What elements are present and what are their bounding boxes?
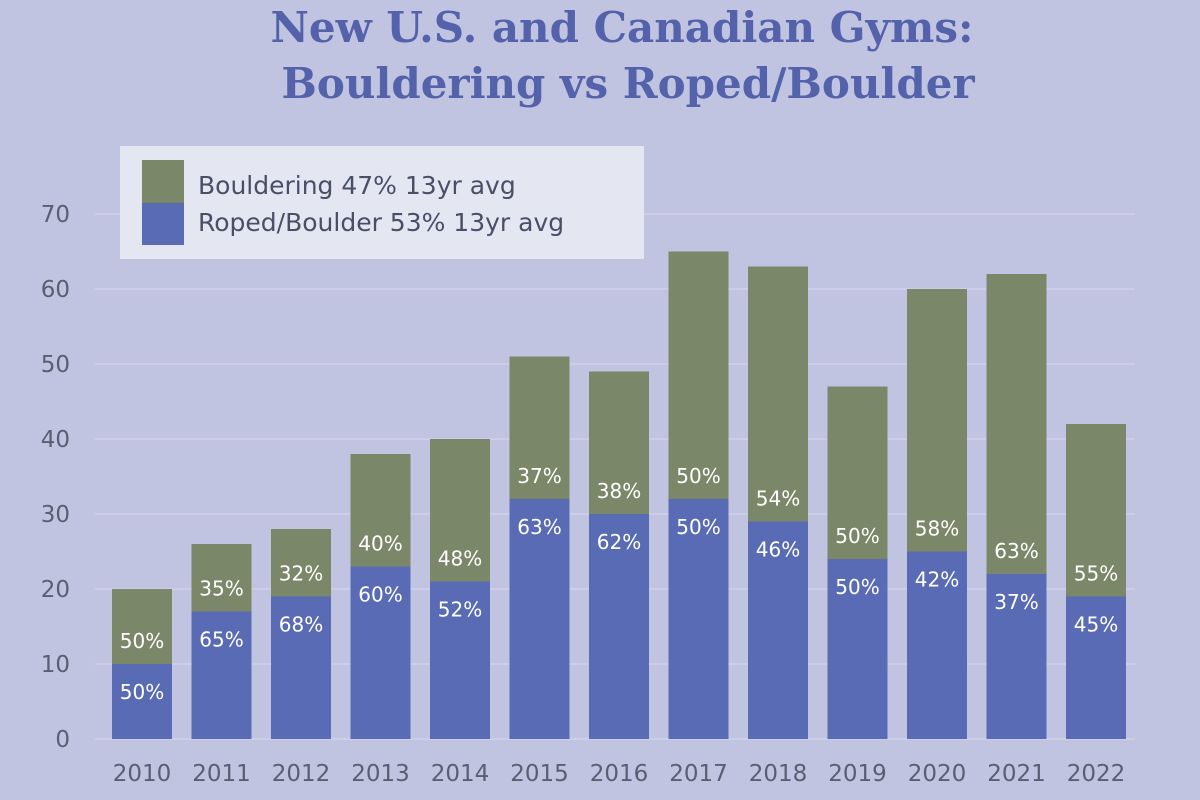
legend-swatch-bouldering (142, 160, 184, 203)
data-label-bouldering: 35% (199, 577, 243, 601)
chart-subtitle: Bouldering vs Roped/Boulder (281, 59, 975, 108)
data-label-roped-boulder: 60% (358, 583, 402, 607)
bar-roped-boulder (1066, 596, 1126, 739)
y-tick-label: 10 (41, 652, 70, 678)
bar-bouldering (509, 356, 570, 499)
y-tick-label: 30 (41, 502, 70, 528)
data-label-bouldering: 40% (358, 532, 402, 556)
x-tick-label: 2013 (351, 761, 410, 787)
legend: Bouldering 47% 13yr avg Roped/Boulder 53… (120, 146, 644, 259)
bar-roped-boulder (827, 559, 888, 739)
data-label-bouldering: 37% (517, 464, 561, 488)
x-tick-label: 2017 (669, 761, 728, 787)
bar-roped-boulder (986, 574, 1047, 739)
bar-bouldering (191, 544, 252, 612)
data-label-bouldering: 38% (597, 479, 641, 503)
bar-roped-boulder (748, 521, 808, 739)
data-label-roped-boulder: 46% (756, 538, 800, 562)
data-label-roped-boulder: 52% (438, 598, 482, 622)
data-label-roped-boulder: 65% (199, 628, 243, 652)
bar-bouldering (986, 274, 1047, 574)
bar-roped-boulder (907, 551, 967, 739)
y-axis: 0 10 20 30 40 50 60 70 (41, 202, 70, 753)
x-tick-label: 2011 (192, 761, 251, 787)
bar-roped-boulder (350, 566, 411, 739)
x-axis: 2010 2011 2012 2013 2014 2015 2016 2017 2018 2019… (113, 761, 1126, 787)
data-label-bouldering: 32% (279, 562, 323, 586)
x-tick-label: 2016 (590, 761, 649, 787)
legend-label-bouldering: Bouldering 47% 13yr avg (198, 171, 516, 200)
y-tick-label: 0 (55, 727, 70, 753)
x-tick-label: 2012 (272, 761, 331, 787)
bar-roped-boulder (112, 664, 172, 739)
data-label-roped-boulder: 42% (915, 568, 959, 592)
bar-bouldering (430, 439, 490, 582)
data-label-roped-boulder: 63% (517, 515, 561, 539)
data-label-roped-boulder: 62% (597, 530, 641, 554)
y-tick-label: 60 (41, 277, 70, 303)
data-label-bouldering: 58% (915, 517, 959, 541)
x-tick-label: 2010 (113, 761, 172, 787)
data-label-bouldering: 48% (438, 547, 482, 571)
y-tick-label: 50 (41, 352, 70, 378)
bar-bouldering (112, 589, 172, 664)
legend-label-roped-boulder: Roped/Boulder 53% 13yr avg (198, 208, 564, 237)
bar-bouldering (668, 251, 729, 499)
data-label-roped-boulder: 68% (279, 613, 323, 637)
bar-bouldering (827, 386, 888, 559)
data-label-bouldering: 54% (756, 487, 800, 511)
bar-bouldering (271, 529, 331, 597)
x-tick-label: 2021 (987, 761, 1046, 787)
bars: 50% 50% 65% 35% 68% 32% 60% 40% 52% 48% 63% 37% 62% 3… (112, 251, 1126, 739)
data-label-roped-boulder: 50% (120, 680, 164, 704)
x-tick-label: 2014 (431, 761, 490, 787)
legend-box (120, 146, 644, 259)
bar-roped-boulder (430, 581, 490, 739)
bar-bouldering (350, 454, 411, 567)
x-tick-label: 2022 (1067, 761, 1126, 787)
bar-bouldering (589, 371, 649, 514)
bar-roped-boulder (668, 499, 729, 739)
chart-title: New U.S. and Canadian Gyms: (270, 3, 973, 52)
bar-roped-boulder (271, 596, 331, 739)
data-label-bouldering: 63% (994, 539, 1038, 563)
data-label-roped-boulder: 50% (835, 575, 879, 599)
bar-roped-boulder (509, 499, 570, 739)
x-tick-label: 2019 (828, 761, 887, 787)
data-label-bouldering: 50% (676, 464, 720, 488)
data-label-roped-boulder: 50% (676, 515, 720, 539)
data-label-bouldering: 50% (120, 629, 164, 653)
bar-bouldering (748, 266, 808, 522)
y-tick-label: 40 (41, 427, 70, 453)
data-label-roped-boulder: 37% (994, 590, 1038, 614)
y-tick-label: 20 (41, 577, 70, 603)
y-tick-label: 70 (41, 202, 70, 228)
bar-roped-boulder (589, 514, 649, 739)
data-label-bouldering: 50% (835, 524, 879, 548)
bar-roped-boulder (191, 611, 252, 739)
x-tick-label: 2015 (510, 761, 569, 787)
data-label-bouldering: 55% (1074, 562, 1118, 586)
bar-bouldering (1066, 424, 1126, 597)
bar-bouldering (907, 289, 967, 552)
legend-swatch-roped-boulder (142, 203, 184, 245)
data-label-roped-boulder: 45% (1074, 613, 1118, 637)
x-tick-label: 2020 (908, 761, 967, 787)
x-tick-label: 2018 (749, 761, 808, 787)
